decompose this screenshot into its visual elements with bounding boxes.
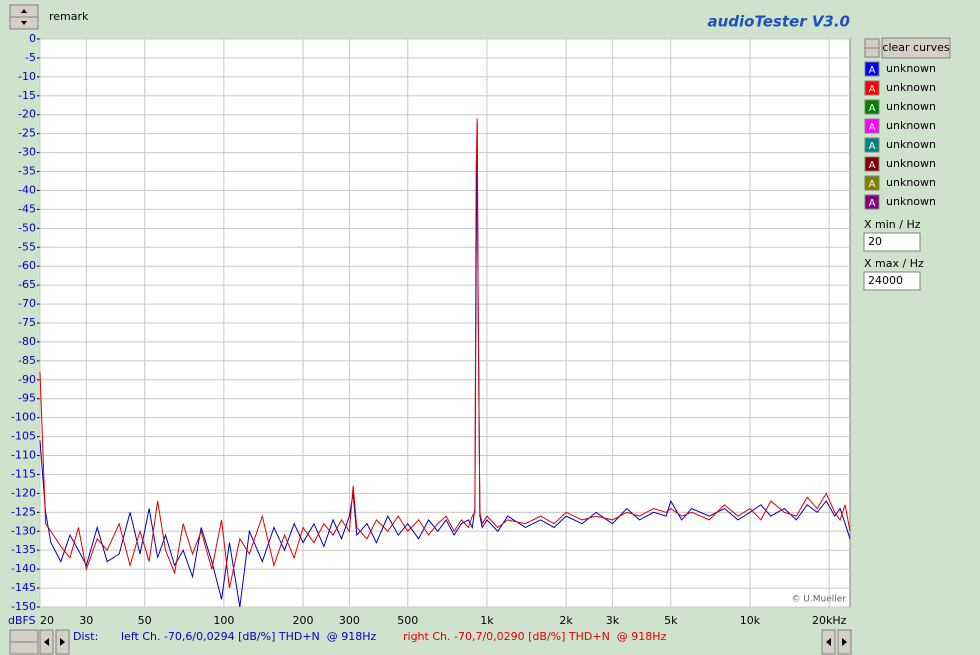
curve-icon (864, 137, 880, 153)
y-tick-label: -105 (11, 430, 36, 443)
x-tick-label: 10k (740, 614, 761, 627)
arrow (842, 638, 847, 646)
curve-icon (864, 80, 880, 96)
x-tick-label: 500 (397, 614, 418, 627)
curve-label: unknown (886, 157, 936, 170)
x-tick-label: 20 (40, 614, 54, 627)
x-tick-label: 20kHz (812, 614, 847, 627)
x-tick-label: 2k (559, 614, 573, 627)
y-tick-label: -90 (18, 373, 36, 386)
curve-label: unknown (886, 62, 936, 75)
xmax-input[interactable] (863, 271, 921, 291)
curve-icon (864, 99, 880, 115)
plot: 0 -5 -10 -15 -20 -25 -30 -35 -40 -45 -50 -55 -60 -65 -… (11, 32, 851, 627)
curve-label: unknown (886, 100, 936, 113)
y-tick-label: -140 (11, 562, 36, 575)
x-tick-label: 300 (339, 614, 360, 627)
x-tick-label: 100 (213, 614, 234, 627)
y-tick-label: -15 (18, 89, 36, 102)
curve-icon-letter: A (869, 65, 876, 76)
spectrum-line (39, 122, 851, 608)
curve-icon-letter: A (869, 84, 876, 95)
y-tick-label: -60 (18, 259, 36, 272)
y-tick-label: -135 (11, 543, 36, 556)
remark: remark (49, 10, 89, 23)
curve-icon (864, 118, 880, 134)
x-tick-label: 30 (79, 614, 93, 627)
y-axis-label: dBFS (8, 614, 36, 627)
y-tick-label: -5 (25, 51, 36, 64)
curve-label: unknown (886, 195, 936, 208)
y-tick-label: -45 (18, 202, 36, 215)
curve-icon (864, 194, 880, 210)
clear-curves-button[interactable] (881, 37, 951, 59)
y-tick-label: -10 (18, 70, 36, 83)
arrow (21, 21, 27, 25)
y-tick-label: -55 (18, 240, 36, 253)
curve-icon-letter: A (869, 160, 876, 171)
spectrum-line (39, 118, 851, 589)
y-tick-label: -40 (18, 183, 36, 196)
curve-icon-letter: A (869, 103, 876, 114)
y-tick-label: -100 (11, 411, 36, 424)
spin-down[interactable] (864, 47, 880, 58)
xmax-value: 24000 (868, 274, 903, 287)
curve-icon-letter: A (869, 179, 876, 190)
arrow (44, 638, 49, 646)
y-tick-label: -125 (11, 505, 36, 518)
x-tick-label: 200 (293, 614, 314, 627)
app-title: audioTester V3.0 (707, 13, 850, 31)
arrow (21, 9, 27, 13)
curve-label: unknown (886, 138, 936, 151)
y-tick-label: -50 (18, 221, 36, 234)
spin-down[interactable] (9, 641, 39, 655)
curve-icon (864, 61, 880, 77)
y-tick-label: -110 (11, 449, 36, 462)
x-tick-label: 5k (664, 614, 678, 627)
y-tick-label: -120 (11, 486, 36, 499)
xmin-input[interactable] (863, 232, 921, 252)
arrow (826, 638, 831, 646)
curve-icon (864, 156, 880, 172)
y-tick-label: -35 (18, 165, 36, 178)
curve-icon-letter: A (869, 122, 876, 133)
curve-label: unknown (886, 81, 936, 94)
dist-label: Dist: (73, 630, 98, 643)
xmax-label: X max / Hz (864, 257, 924, 270)
left-status: left Ch. -70,6/0,0294 [dB/%] THD+N @ 918… (121, 630, 377, 643)
spin-up[interactable] (9, 629, 39, 643)
right-status: right Ch. -70,7/0,0290 [dB/%] THD+N @ 91… (403, 630, 667, 643)
y-tick-label: -150 (11, 600, 36, 613)
spin-up[interactable] (864, 38, 880, 49)
curve-label: unknown (886, 176, 936, 189)
curve-label: unknown (886, 119, 936, 132)
y-tick-label: 0 (29, 32, 36, 45)
y-tick-label: -80 (18, 335, 36, 348)
button-label: clear curves (882, 41, 949, 54)
x-tick-label: 3k (606, 614, 620, 627)
arrow (60, 638, 65, 646)
y-tick-label: -70 (18, 297, 36, 310)
curve-icon (864, 175, 880, 191)
y-tick-label: -30 (18, 146, 36, 159)
curve-icon-letter: A (869, 198, 876, 209)
x-tick-label: 50 (138, 614, 152, 627)
x-tick-label: 1k (480, 614, 494, 627)
y-tick-label: -115 (11, 467, 36, 480)
y-tick-label: -65 (18, 278, 36, 291)
y-tick-label: -75 (18, 316, 36, 329)
xmin-label: X min / Hz (864, 218, 921, 231)
y-tick-label: -20 (18, 108, 36, 121)
y-tick-label: -130 (11, 524, 36, 537)
curve-icon-letter: A (869, 141, 876, 152)
y-tick-label: -145 (11, 581, 36, 594)
xmin-value: 20 (868, 235, 882, 248)
y-tick-label: -85 (18, 354, 36, 367)
y-tick-label: -95 (18, 392, 36, 405)
credit: © U.Mueller (791, 595, 846, 605)
y-tick-label: -25 (18, 127, 36, 140)
